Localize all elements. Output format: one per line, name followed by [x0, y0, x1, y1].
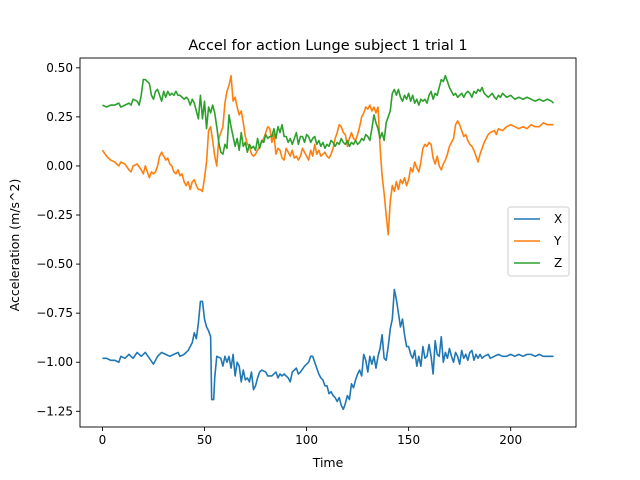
series-line-z	[102, 74, 555, 155]
y-tick-label: −1.00	[36, 355, 73, 369]
axes-layer: 0 50 100 150 200 −1.25 −1.00 −0.75 −0.50 −0.25 0.0…	[36, 57, 577, 447]
axes-frame	[79, 57, 577, 428]
y-tick-label: −1.25	[36, 404, 73, 418]
x-axis-label: Time	[312, 455, 344, 470]
legend: XYZ	[507, 206, 570, 277]
legend-label-z: Z	[554, 256, 562, 270]
series-line-x	[102, 288, 554, 411]
x-tick-label: 50	[197, 433, 212, 447]
series-layer	[101, 74, 555, 411]
plot-area	[80, 58, 576, 427]
chart-title: Accel for action Lunge subject 1 trial 1	[188, 38, 467, 54]
y-tick-label: 0.50	[46, 61, 73, 75]
plot-background	[80, 58, 576, 427]
y-tick-label: 0.00	[46, 159, 73, 173]
x-tick-label: 150	[397, 433, 420, 447]
x-tick-label: 100	[295, 433, 318, 447]
y-tick-label: 0.25	[46, 110, 73, 124]
y-axis-label: Acceleration (m/s^2)	[7, 179, 22, 312]
y-tick-label: −0.25	[36, 208, 73, 222]
legend-label-x: X	[554, 212, 562, 226]
x-tick-label: 200	[499, 433, 522, 447]
series-line-y	[101, 74, 554, 236]
x-tick-label: 0	[99, 433, 107, 447]
y-tick-label: −0.75	[36, 306, 73, 320]
y-tick-label: −0.50	[36, 257, 73, 271]
legend-label-y: Y	[553, 234, 562, 248]
